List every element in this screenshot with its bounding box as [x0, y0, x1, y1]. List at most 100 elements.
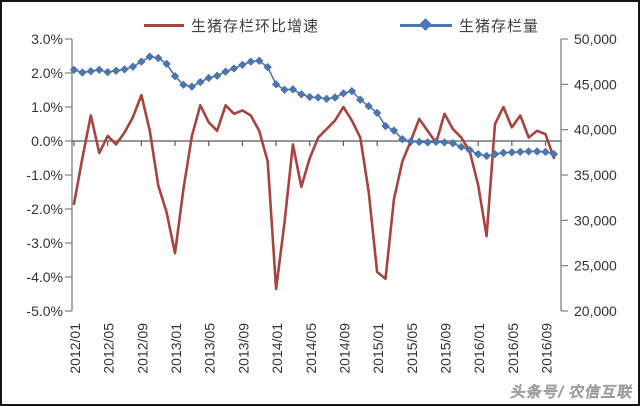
right-axis-tick-label: 25,000 [574, 258, 617, 274]
diamond-marker [431, 137, 441, 147]
diamond-marker [280, 85, 289, 95]
diamond-marker [414, 137, 424, 147]
diamond-marker [516, 147, 525, 157]
right-axis-tick-label: 35,000 [574, 167, 617, 183]
watermark: 头条号/ 农信互联 [508, 384, 635, 402]
diamond-marker [212, 71, 222, 80]
x-axis-tick-label: 2012/01 [67, 323, 83, 374]
chart-legend: 生猪存栏环比增速 生猪存栏量 [2, 14, 638, 36]
series-growth-rate-line [72, 93, 556, 291]
x-axis-tick-label: 2012/09 [134, 323, 150, 374]
diamond-marker [499, 148, 508, 158]
blue-diamond-line-sample-icon [400, 18, 452, 31]
legend-label-growth-rate: 生猪存栏环比增速 [191, 17, 320, 35]
diamond-marker [541, 147, 550, 157]
diamond-marker [238, 60, 247, 70]
diamond-marker [406, 137, 416, 146]
diamond-marker [305, 92, 315, 102]
left-axis-tick-label: 2.0% [31, 65, 63, 81]
diamond-marker [196, 77, 205, 87]
left-axis-tick-label: -3.0% [26, 235, 63, 251]
x-axis-tick-label: 2015/05 [404, 323, 420, 374]
diamond-marker [356, 95, 365, 105]
diamond-marker [440, 138, 449, 147]
diamond-marker [313, 93, 323, 102]
diamond-marker [229, 64, 239, 73]
diamond-marker [381, 121, 390, 131]
diamond-marker [204, 73, 213, 83]
diamond-marker [137, 57, 146, 66]
diamond-marker [330, 93, 340, 102]
right-axis-tick-label: 20,000 [574, 303, 617, 319]
diamond-marker [153, 53, 163, 63]
diamond-marker [86, 66, 96, 76]
diamond-marker [389, 126, 399, 135]
x-axis-tick-label: 2016/09 [539, 323, 555, 374]
diamond-marker [145, 52, 155, 61]
diamond-marker [263, 62, 272, 72]
diamond-marker [297, 90, 306, 99]
diamond-marker [457, 142, 466, 152]
diamond-marker [162, 59, 171, 69]
diamond-marker [170, 71, 180, 81]
diamond-marker [288, 85, 298, 94]
diamond-marker [372, 108, 382, 118]
x-axis-tick-label: 2013/01 [168, 323, 184, 374]
left-axis-tick-label: -5.0% [26, 303, 63, 319]
x-axis-tick-label: 2012/05 [101, 323, 117, 374]
diamond-marker [322, 94, 331, 104]
left-axis-tick-label: -4.0% [26, 269, 63, 285]
diamond-marker [347, 86, 357, 96]
series-inventory-line [69, 52, 559, 161]
diamond-marker [179, 80, 188, 90]
diamond-marker [78, 68, 87, 77]
left-axis-tick-label: 0.0% [31, 133, 63, 149]
left-axis-tick-label: -2.0% [26, 201, 63, 217]
diamond-marker [490, 149, 500, 159]
diamond-marker [120, 65, 129, 74]
x-axis-tick-label: 2013/09 [235, 323, 251, 374]
red-line-sample-icon [144, 23, 184, 27]
diamond-marker [95, 65, 104, 75]
right-axis-tick-label: 30,000 [574, 212, 617, 228]
diamond-marker [524, 147, 533, 156]
diamond-marker [398, 134, 407, 144]
diamond-marker [111, 66, 121, 75]
diamond-marker [246, 57, 256, 66]
legend-item-inventory: 生猪存栏量 [400, 14, 539, 36]
legend-label-inventory: 生猪存栏量 [459, 17, 540, 35]
diamond-marker [187, 82, 197, 91]
left-axis-tick-label: 3.0% [31, 31, 63, 47]
diamond-marker [128, 62, 138, 71]
right-axis-tick-label: 40,000 [574, 122, 617, 138]
diamond-marker [549, 149, 559, 159]
diamond-marker [482, 151, 491, 161]
diamond-marker [221, 67, 230, 76]
diamond-marker [423, 138, 432, 147]
x-axis-tick-label: 2014/01 [269, 323, 285, 374]
diamond-marker [254, 56, 264, 66]
x-axis-tick-label: 2016/01 [471, 323, 487, 374]
diamond-marker [103, 67, 112, 77]
diamond-marker [364, 101, 373, 111]
legend-item-growth-rate: 生猪存栏环比增速 [144, 14, 319, 36]
diamond-marker [473, 149, 483, 159]
diamond-marker [271, 80, 281, 89]
x-axis-tick-label: 2015/01 [370, 323, 386, 374]
diamond-marker [69, 65, 79, 75]
diamond-marker [448, 139, 458, 148]
x-axis-tick-label: 2015/09 [437, 323, 453, 374]
diamond-marker [465, 145, 474, 155]
x-axis-tick-label: 2014/05 [303, 323, 319, 374]
diamond-marker [532, 147, 542, 156]
diamond-marker [507, 148, 517, 157]
diamond-marker [339, 89, 348, 98]
x-axis-tick-label: 2016/05 [505, 323, 521, 374]
right-axis-tick-label: 50,000 [574, 31, 617, 47]
left-axis-tick-label: -1.0% [26, 167, 63, 183]
x-axis-tick-label: 2014/09 [336, 323, 352, 374]
right-axis-tick-label: 45,000 [574, 76, 617, 92]
x-axis-tick-label: 2013/05 [202, 323, 218, 374]
